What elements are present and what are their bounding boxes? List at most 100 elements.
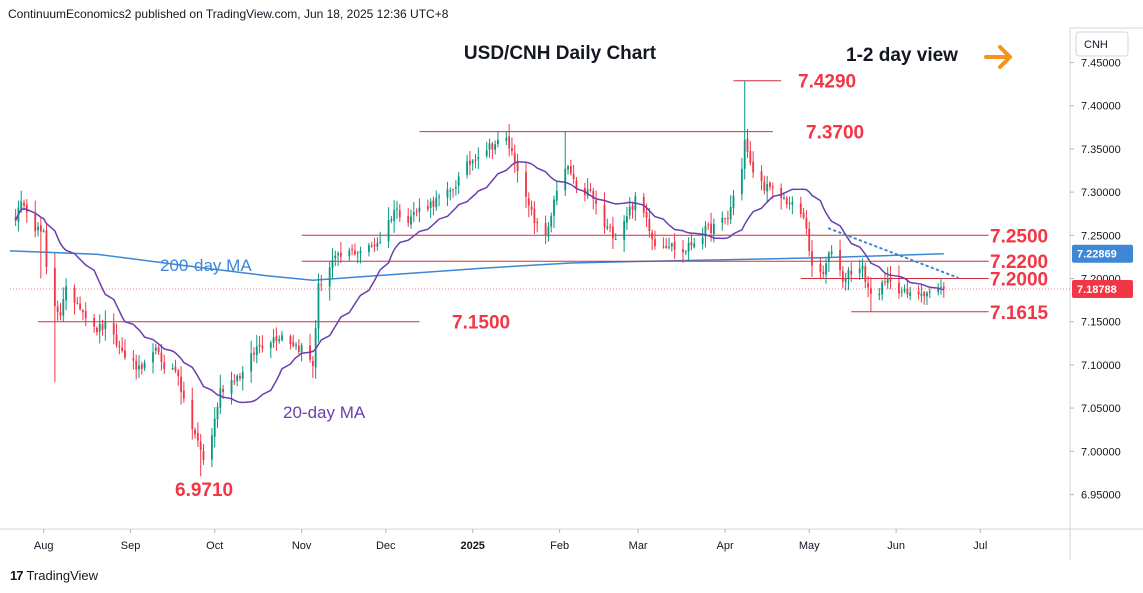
candle [356, 250, 359, 264]
candle-body [81, 310, 84, 313]
candle-body [819, 263, 822, 272]
y-axis[interactable]: CNH 7.45000 7.40000 7.35000 7.30000 7.25000 7.… [0, 27, 1143, 560]
candle-body [124, 350, 126, 358]
candle [112, 313, 115, 345]
x-tick-label: Mar [629, 540, 648, 552]
candle [253, 347, 255, 362]
candle-body [154, 347, 157, 351]
candle-body [281, 335, 283, 340]
candle [564, 131, 567, 197]
candle [928, 288, 931, 298]
candle-body [73, 287, 76, 303]
candle-body [923, 292, 926, 297]
x-tick-label: Jun [887, 540, 905, 552]
x-tick-label: Aug [34, 540, 54, 552]
candle [847, 266, 850, 291]
candle-body [348, 250, 351, 257]
candle [572, 164, 575, 184]
last-price-label: 7.18788 [1077, 284, 1117, 296]
candle-body [791, 201, 794, 205]
candle-body [177, 370, 180, 377]
candle-body [292, 342, 295, 347]
candle-body [104, 321, 107, 329]
candle [760, 165, 763, 191]
candle [258, 336, 261, 354]
candle [457, 172, 460, 194]
candle-body [474, 159, 477, 161]
candle-body [37, 226, 39, 231]
candle-body [707, 224, 710, 226]
candle-body [609, 226, 612, 228]
candle-body [869, 288, 872, 294]
candle [410, 209, 412, 229]
candle-body [937, 288, 940, 293]
candle [135, 354, 138, 380]
candle-body [704, 225, 707, 237]
candle [216, 402, 219, 429]
publisher-header: ContinuumEconomics2 published on Trading… [8, 7, 449, 21]
candle-body [379, 241, 382, 243]
x-axis[interactable]: Aug Sep Oct Nov Dec 2025 Feb Mar Apr May Jun Jul [34, 529, 987, 552]
candle [98, 314, 101, 344]
candle [488, 138, 491, 158]
candle [199, 433, 202, 477]
candle [132, 350, 135, 370]
candle-body [115, 334, 118, 346]
candle [398, 204, 401, 223]
x-tick-label: Feb [550, 540, 569, 552]
candle-body [452, 188, 454, 190]
candle-body [138, 365, 140, 370]
candle [300, 342, 303, 362]
candle [547, 221, 550, 242]
candle [525, 161, 527, 209]
candle [435, 190, 438, 211]
candle-body [222, 388, 225, 393]
candle-body [724, 217, 726, 219]
candle-body [373, 244, 376, 247]
candle-body [867, 283, 870, 288]
candle-body [752, 161, 755, 173]
candle [334, 250, 337, 267]
candle [471, 159, 474, 171]
candle-body [830, 251, 833, 254]
candle-body [311, 361, 314, 366]
candle [202, 444, 205, 465]
price-labels: 7.22869 7.18788 [10, 244, 1133, 298]
candle [140, 361, 143, 375]
candle [73, 284, 76, 315]
chart-title: USD/CNH Daily Chart [463, 43, 657, 64]
candle [328, 261, 331, 301]
candle [59, 302, 62, 321]
candle [233, 373, 236, 385]
candle [250, 340, 253, 383]
candle-body [889, 277, 892, 282]
candle [533, 200, 536, 234]
candle [595, 190, 597, 215]
candle-body [785, 197, 788, 205]
candle-body [530, 206, 533, 210]
candle-body [328, 267, 331, 287]
candle-body [98, 323, 101, 332]
candle-body [160, 352, 163, 363]
candle [171, 363, 174, 371]
candle-body [255, 346, 258, 356]
candle [491, 141, 494, 159]
tradingview-brand[interactable]: 17 TradingView [10, 568, 98, 583]
candle [687, 237, 690, 262]
candle [393, 200, 396, 233]
candle [320, 274, 323, 292]
brand-label: TradingView [26, 568, 99, 583]
candle-body [746, 138, 749, 152]
candle-body [180, 376, 182, 392]
candle-body [928, 291, 931, 293]
candle-body [516, 161, 519, 172]
candle [651, 229, 654, 251]
candle [926, 290, 928, 305]
candle-body [822, 272, 825, 274]
candle [269, 340, 272, 359]
candle-body [839, 250, 841, 271]
candle [121, 337, 124, 353]
candle-body [140, 364, 143, 369]
candle [438, 193, 440, 207]
